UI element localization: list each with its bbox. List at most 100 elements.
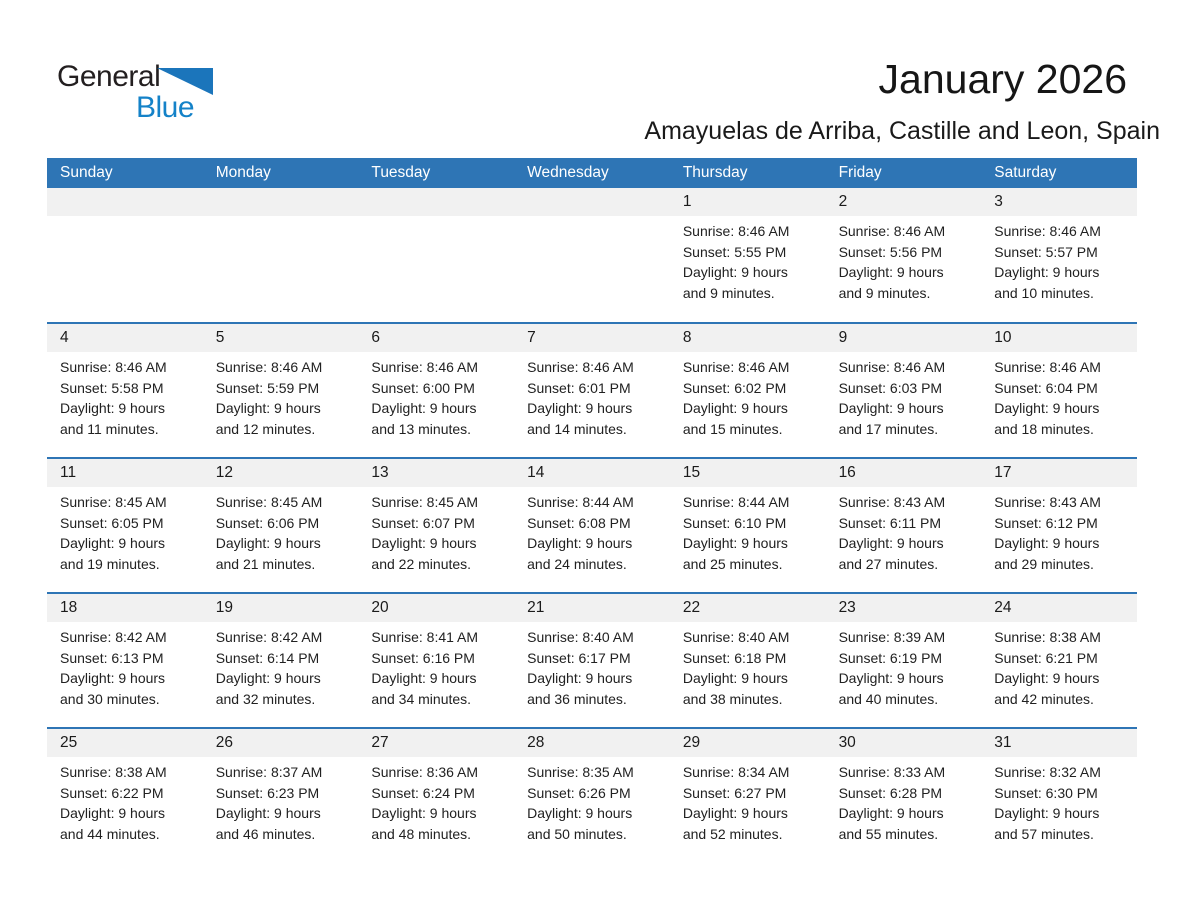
weekday-header-friday: Friday: [838, 164, 882, 181]
sunset-line: Sunset: 6:22 PM: [60, 784, 164, 801]
day-details: Sunrise: 8:40 AM Sunset: 6:17 PM Daylight:…: [514, 622, 670, 709]
day-details: Sunrise: 8:42 AM Sunset: 6:13 PM Daylight:…: [47, 622, 203, 709]
day-number: 31: [981, 729, 1137, 757]
sunrise-line: Sunrise: 8:46 AM: [371, 359, 479, 375]
day-cell-2: 2 Sunrise: 8:46 AM Sunset: 5:56 PM Daylight…: [825, 188, 982, 322]
day-details: Sunrise: 8:41 AM Sunset: 6:16 PM Daylight:…: [358, 622, 514, 709]
sunrise-line: Sunrise: 8:32 AM: [994, 764, 1101, 780]
sunrise-line: Sunrise: 8:35 AM: [527, 764, 634, 780]
sunrise-line: Sunrise: 8:39 AM: [838, 629, 946, 645]
day-number: [358, 188, 515, 216]
day-details: Sunrise: 8:46 AM Sunset: 5:56 PM Daylight:…: [826, 216, 982, 303]
day-cell-31: 31 Sunrise: 8:32 AM Sunset: 6:30 PM Dayligh…: [981, 729, 1137, 862]
day-number: 2: [825, 188, 982, 216]
sunset-line: Sunset: 6:30 PM: [994, 784, 1098, 801]
day-details: Sunrise: 8:46 AM Sunset: 6:04 PM Daylight:…: [981, 352, 1137, 439]
sunrise-line: Sunrise: 8:45 AM: [371, 494, 479, 510]
day-number: 21: [514, 594, 670, 622]
day-number: 27: [358, 729, 515, 757]
day-number: 18: [47, 594, 203, 622]
day-details: Sunrise: 8:36 AM Sunset: 6:24 PM Daylight:…: [358, 757, 514, 844]
daylight-line: Daylight: 9 hours and 50 minutes.: [527, 805, 633, 842]
day-number: 20: [358, 594, 515, 622]
sunrise-line: Sunrise: 8:38 AM: [60, 764, 167, 780]
day-details: Sunrise: 8:44 AM Sunset: 6:10 PM Daylight:…: [670, 487, 826, 574]
sunset-line: Sunset: 6:07 PM: [371, 514, 475, 531]
day-number: 15: [669, 459, 826, 487]
week-row: 25 Sunrise: 8:38 AM Sunset: 6:22 PM Dayligh…: [47, 727, 1137, 862]
calendar-weeks: 1 Sunrise: 8:46 AM Sunset: 5:55 PM Daylight…: [47, 188, 1137, 862]
day-cell-18: 18 Sunrise: 8:42 AM Sunset: 6:13 PM Dayligh…: [47, 594, 203, 727]
day-cell-28: 28 Sunrise: 8:35 AM Sunset: 6:26 PM Dayligh…: [514, 729, 670, 862]
sunrise-line: Sunrise: 8:46 AM: [682, 359, 790, 375]
sunset-line: Sunset: 6:18 PM: [682, 649, 787, 666]
weekday-header-row: Sunday Monday Tuesday Wednesday Thursday Frid…: [47, 158, 1137, 188]
day-cell-empty: [514, 188, 670, 322]
day-number: [514, 188, 670, 216]
day-details: Sunrise: 8:42 AM Sunset: 6:14 PM Daylight:…: [203, 622, 359, 709]
weekday-header-monday: Monday: [215, 164, 271, 181]
sunset-line: Sunset: 6:19 PM: [838, 649, 943, 666]
sunset-line: Sunset: 5:58 PM: [60, 379, 164, 396]
daylight-line: Daylight: 9 hours and 15 minutes.: [682, 400, 788, 437]
day-cell-empty: [358, 188, 515, 322]
sunrise-line: Sunrise: 8:46 AM: [994, 359, 1101, 375]
day-details: Sunrise: 8:46 AM Sunset: 5:59 PM Daylight:…: [203, 352, 359, 439]
day-number: 30: [825, 729, 982, 757]
daylight-line: Daylight: 9 hours and 27 minutes.: [838, 535, 944, 572]
sunrise-line: Sunrise: 8:37 AM: [215, 764, 323, 780]
sunset-line: Sunset: 6:06 PM: [215, 514, 320, 531]
daylight-line: Daylight: 9 hours and 46 minutes.: [215, 805, 321, 842]
day-number: 17: [981, 459, 1137, 487]
day-cell-17: 17 Sunrise: 8:43 AM Sunset: 6:12 PM Dayligh…: [981, 459, 1137, 592]
daylight-line: Daylight: 9 hours and 25 minutes.: [682, 535, 788, 572]
day-number: 19: [202, 594, 359, 622]
day-number: 16: [825, 459, 982, 487]
day-details: Sunrise: 8:46 AM Sunset: 6:01 PM Daylight:…: [514, 352, 670, 439]
daylight-line: Daylight: 9 hours and 12 minutes.: [215, 400, 321, 437]
sunset-line: Sunset: 6:23 PM: [215, 784, 320, 801]
weekday-header-saturday: Saturday: [994, 164, 1057, 181]
sunrise-line: Sunrise: 8:45 AM: [60, 494, 167, 510]
sunrise-line: Sunrise: 8:38 AM: [994, 629, 1101, 645]
daylight-line: Daylight: 9 hours and 52 minutes.: [682, 805, 788, 842]
day-cell-10: 10 Sunrise: 8:46 AM Sunset: 6:04 PM Dayligh…: [981, 324, 1137, 457]
sunrise-line: Sunrise: 8:42 AM: [60, 629, 167, 645]
day-cell-21: 21 Sunrise: 8:40 AM Sunset: 6:17 PM Dayligh…: [514, 594, 670, 727]
weekday-header-wednesday: Wednesday: [527, 164, 609, 181]
sunset-line: Sunset: 5:56 PM: [838, 243, 943, 260]
day-number: 12: [202, 459, 359, 487]
sunrise-line: Sunrise: 8:46 AM: [838, 359, 946, 375]
day-cell-24: 24 Sunrise: 8:38 AM Sunset: 6:21 PM Dayligh…: [981, 594, 1137, 727]
daylight-line: Daylight: 9 hours and 11 minutes.: [60, 400, 166, 437]
sunrise-line: Sunrise: 8:46 AM: [60, 359, 167, 375]
daylight-line: Daylight: 9 hours and 38 minutes.: [682, 670, 788, 707]
sunrise-line: Sunrise: 8:44 AM: [527, 494, 634, 510]
sunset-line: Sunset: 6:17 PM: [527, 649, 631, 666]
day-cell-empty: [202, 188, 359, 322]
day-number: 13: [358, 459, 515, 487]
day-details: Sunrise: 8:32 AM Sunset: 6:30 PM Daylight:…: [981, 757, 1137, 844]
daylight-line: Daylight: 9 hours and 55 minutes.: [838, 805, 944, 842]
day-number: 6: [358, 324, 515, 352]
day-details: Sunrise: 8:46 AM Sunset: 5:57 PM Daylight:…: [981, 216, 1137, 303]
daylight-line: Daylight: 9 hours and 22 minutes.: [371, 535, 477, 572]
day-details: Sunrise: 8:35 AM Sunset: 6:26 PM Daylight:…: [514, 757, 670, 844]
daylight-line: Daylight: 9 hours and 57 minutes.: [994, 805, 1100, 842]
sunset-line: Sunset: 6:00 PM: [371, 379, 475, 396]
day-cell-27: 27 Sunrise: 8:36 AM Sunset: 6:24 PM Dayligh…: [358, 729, 515, 862]
sunset-line: Sunset: 6:12 PM: [994, 514, 1098, 531]
sunset-line: Sunset: 6:14 PM: [215, 649, 320, 666]
logo-text-blue: Blue: [136, 91, 195, 124]
day-cell-7: 7 Sunrise: 8:46 AM Sunset: 6:01 PM Daylight…: [514, 324, 670, 457]
daylight-line: Daylight: 9 hours and 18 minutes.: [994, 400, 1100, 437]
day-cell-23: 23 Sunrise: 8:39 AM Sunset: 6:19 PM Dayligh…: [825, 594, 982, 727]
sunrise-line: Sunrise: 8:40 AM: [682, 629, 790, 645]
day-number: 10: [981, 324, 1137, 352]
daylight-line: Daylight: 9 hours and 42 minutes.: [994, 670, 1100, 707]
sunset-line: Sunset: 6:16 PM: [371, 649, 475, 666]
day-cell-25: 25 Sunrise: 8:38 AM Sunset: 6:22 PM Dayligh…: [47, 729, 203, 862]
day-cell-12: 12 Sunrise: 8:45 AM Sunset: 6:06 PM Dayligh…: [202, 459, 359, 592]
day-cell-16: 16 Sunrise: 8:43 AM Sunset: 6:11 PM Dayligh…: [825, 459, 982, 592]
daylight-line: Daylight: 9 hours and 40 minutes.: [838, 670, 944, 707]
